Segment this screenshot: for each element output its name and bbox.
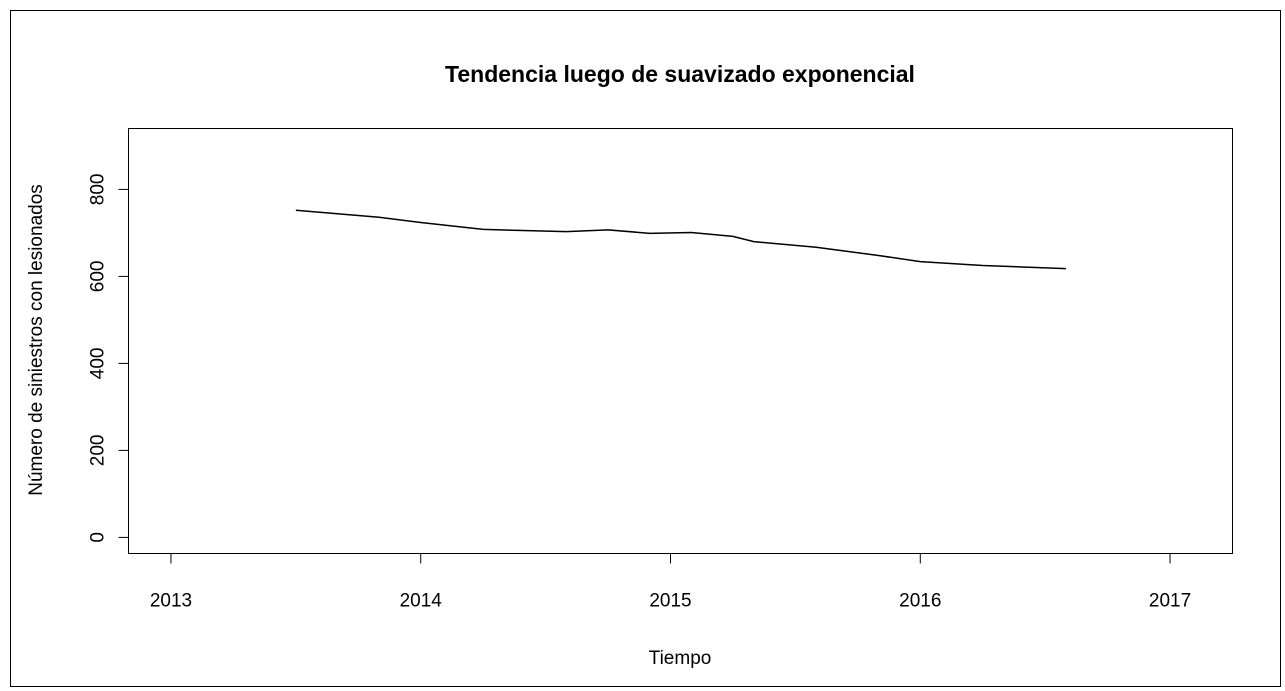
x-axis-label: Tiempo <box>649 648 712 669</box>
y-axis-label: Número de siniestros con lesionados <box>26 184 47 496</box>
x-tick-label: 2016 <box>899 591 941 612</box>
frame <box>10 10 1281 687</box>
x-tick-label: 2015 <box>649 591 691 612</box>
y-tick-label: 200 <box>88 435 109 467</box>
chart-title: Tendencia luego de suavizado exponencial <box>445 61 915 87</box>
plot-box <box>128 128 1233 554</box>
y-tick-label: 600 <box>88 261 109 293</box>
y-tick-label: 400 <box>88 348 109 380</box>
y-tick-label: 0 <box>88 532 109 543</box>
x-tick-label: 2017 <box>1149 591 1191 612</box>
x-tick-label: 2014 <box>400 591 443 612</box>
y-tick-label: 800 <box>88 174 109 206</box>
x-tick-label: 2013 <box>150 591 192 612</box>
line <box>295 209 1066 270</box>
